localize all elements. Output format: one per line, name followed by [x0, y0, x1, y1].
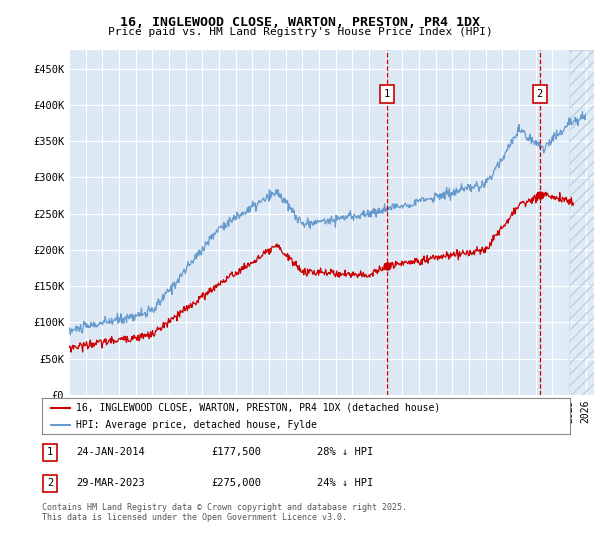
Text: Contains HM Land Registry data © Crown copyright and database right 2025.
This d: Contains HM Land Registry data © Crown c…	[42, 503, 407, 522]
Text: Price paid vs. HM Land Registry's House Price Index (HPI): Price paid vs. HM Land Registry's House …	[107, 27, 493, 37]
Bar	[540, 50, 594, 395]
Bar	[569, 50, 594, 395]
Text: £177,500: £177,500	[211, 447, 261, 458]
Text: 2: 2	[537, 89, 543, 99]
Text: 24% ↓ HPI: 24% ↓ HPI	[317, 478, 373, 488]
Text: £275,000: £275,000	[211, 478, 261, 488]
Text: 29-MAR-2023: 29-MAR-2023	[76, 478, 145, 488]
Text: 1: 1	[47, 447, 53, 458]
Text: 24-JAN-2014: 24-JAN-2014	[76, 447, 145, 458]
Text: 16, INGLEWOOD CLOSE, WARTON, PRESTON, PR4 1DX: 16, INGLEWOOD CLOSE, WARTON, PRESTON, PR…	[120, 16, 480, 29]
Text: HPI: Average price, detached house, Fylde: HPI: Average price, detached house, Fyld…	[76, 420, 317, 430]
Text: 2: 2	[47, 478, 53, 488]
Text: 1: 1	[384, 89, 390, 99]
Text: 28% ↓ HPI: 28% ↓ HPI	[317, 447, 373, 458]
Text: 16, INGLEWOOD CLOSE, WARTON, PRESTON, PR4 1DX (detached house): 16, INGLEWOOD CLOSE, WARTON, PRESTON, PR…	[76, 403, 440, 413]
